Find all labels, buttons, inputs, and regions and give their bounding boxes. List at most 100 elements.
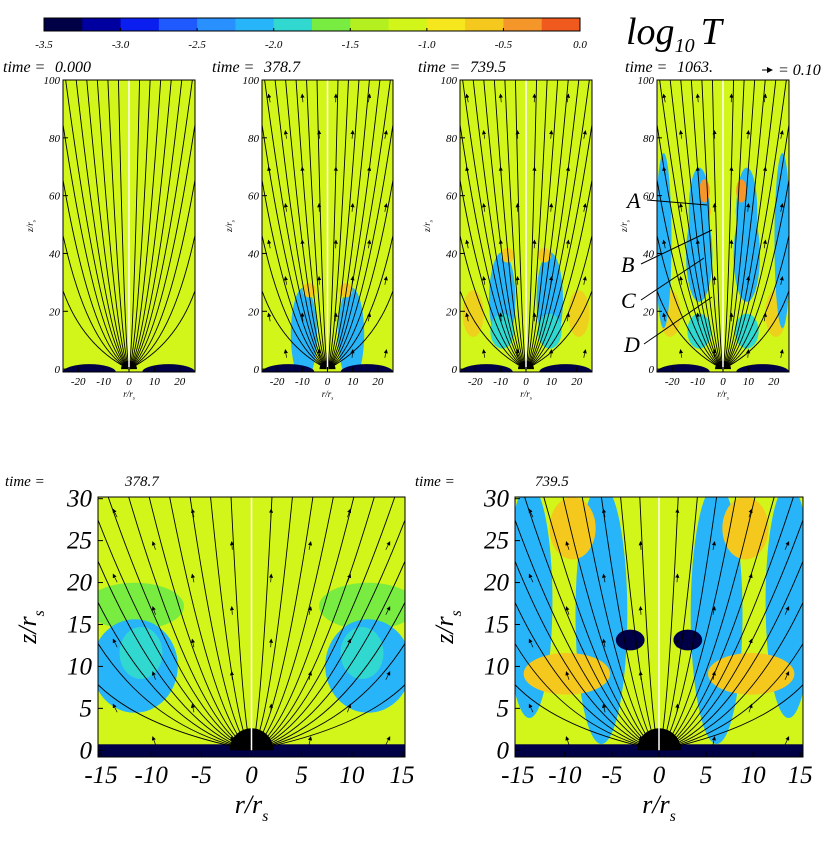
colorbar-tick-label: -2.0 [265, 39, 283, 51]
heatmap-region [722, 497, 768, 559]
colorbar-swatch [159, 18, 198, 31]
time-prefix: time = [5, 474, 45, 490]
x-tick-label: 10 [743, 376, 755, 388]
y-tick-label: 20 [67, 570, 93, 597]
colorbar-tick-label: -1.5 [342, 39, 360, 51]
x-tick-label: -20 [468, 376, 483, 388]
y-tick-label: 100 [441, 75, 458, 87]
x-axis-label-sub: s [727, 396, 729, 402]
colorbar-title-var: T [701, 11, 725, 53]
y-axis-label: z/rs [13, 610, 48, 645]
x-axis-label-sub: s [133, 396, 135, 402]
y-tick-label: 0 [649, 364, 655, 376]
x-axis-label-sub: s [331, 396, 333, 402]
x-tick-label: 0 [653, 762, 666, 789]
x-tick-label: 10 [149, 376, 161, 388]
y-tick-label: 20 [446, 306, 458, 318]
y-axis-label-sub: s [231, 220, 237, 222]
y-tick-label: 20 [643, 306, 655, 318]
x-tick-label: -15 [84, 762, 117, 789]
x-tick-label: -10 [96, 376, 111, 388]
y-tick-label: 20 [248, 306, 260, 318]
x-tick-label: 10 [546, 376, 558, 388]
y-tick-label: 80 [248, 133, 260, 145]
y-tick-label: 100 [638, 75, 655, 87]
colorbar-swatch [465, 18, 504, 31]
annotation-label: B [621, 252, 634, 277]
y-tick-label: 15 [484, 611, 509, 638]
y-tick-label: 0 [497, 737, 510, 764]
annotation-label: D [623, 332, 640, 357]
time-value: 378.7 [124, 474, 160, 490]
x-tick-label: -20 [270, 376, 285, 388]
x-tick-label: -10 [135, 762, 169, 789]
time-value: 1063. [677, 59, 713, 76]
time-prefix: time = [625, 59, 667, 76]
time-prefix: time = [3, 59, 45, 76]
y-tick-label: 80 [446, 133, 458, 145]
y-tick-label: 100 [243, 75, 260, 87]
x-tick-label: 15 [389, 762, 414, 789]
y-tick-label: 60 [446, 191, 458, 203]
x-tick-label: -20 [665, 376, 680, 388]
colorbar-swatch [350, 18, 389, 31]
y-tick-label: 0 [452, 364, 458, 376]
x-tick-label: -5 [602, 762, 623, 789]
y-axis-label: z/rs [25, 220, 38, 233]
x-axis-label: r/rs [322, 389, 334, 402]
x-axis-label-sub: s [262, 808, 268, 825]
x-tick-label: 0 [523, 376, 529, 388]
y-axis-label-sub: s [626, 220, 632, 222]
x-tick-label: -10 [295, 376, 310, 388]
time-prefix: time = [415, 474, 455, 490]
x-tick-label: -10 [548, 762, 582, 789]
y-tick-label: 40 [248, 248, 260, 260]
colorbar-swatch [82, 18, 121, 31]
x-axis-label: r/rs [642, 790, 676, 825]
x-axis-label-sub: s [670, 808, 676, 825]
x-axis-label: r/rs [717, 389, 729, 402]
y-axis-label-sub: s [448, 610, 465, 616]
y-tick-label: 0 [254, 364, 260, 376]
x-tick-label: 0 [245, 762, 258, 789]
heatmap-field [656, 80, 791, 380]
y-axis-label-main: z/r [13, 615, 42, 644]
heatmap-region [736, 179, 747, 202]
x-axis-label-main: r/r [520, 389, 530, 399]
y-tick-label: 0 [55, 364, 61, 376]
x-tick-label: 20 [571, 376, 583, 388]
heatmap-region [550, 497, 596, 559]
x-axis-label: r/rs [520, 389, 532, 402]
colorbar-swatch [389, 18, 428, 31]
y-tick-label: 10 [484, 653, 510, 680]
annotation-label: A [625, 188, 641, 213]
y-tick-label: 30 [66, 486, 93, 513]
colorbar-swatch [197, 18, 236, 31]
x-axis-label: r/rs [123, 389, 135, 402]
time-prefix: time = [418, 59, 460, 76]
y-tick-label: 40 [49, 248, 61, 260]
colorbar-swatch [427, 18, 466, 31]
x-axis-label-main: r/r [235, 790, 263, 819]
heatmap-field [506, 484, 811, 757]
colorbar-tick-label: -1.0 [418, 39, 436, 51]
heatmap-field [460, 80, 592, 380]
colorbar-tick-label: -0.5 [495, 39, 513, 51]
y-tick-label: 40 [446, 248, 458, 260]
x-tick-label: -10 [493, 376, 508, 388]
y-tick-label: 10 [67, 653, 93, 680]
y-axis-label-sub: s [31, 610, 48, 616]
y-tick-label: 30 [483, 486, 510, 513]
y-axis-label: z/rs [619, 220, 632, 233]
y-tick-label: 20 [484, 570, 510, 597]
y-axis-label-main: z/r [25, 222, 35, 233]
x-tick-label: 0 [325, 376, 331, 388]
colorbar-swatch [312, 18, 351, 31]
time-prefix: time = [212, 59, 254, 76]
y-tick-label: 25 [484, 528, 509, 555]
time-value: 739.5 [470, 59, 506, 76]
y-tick-label: 100 [44, 75, 61, 87]
x-tick-label: 20 [174, 376, 186, 388]
colorbar-tick-label: 0.0 [573, 39, 587, 51]
x-tick-label: 20 [372, 376, 384, 388]
